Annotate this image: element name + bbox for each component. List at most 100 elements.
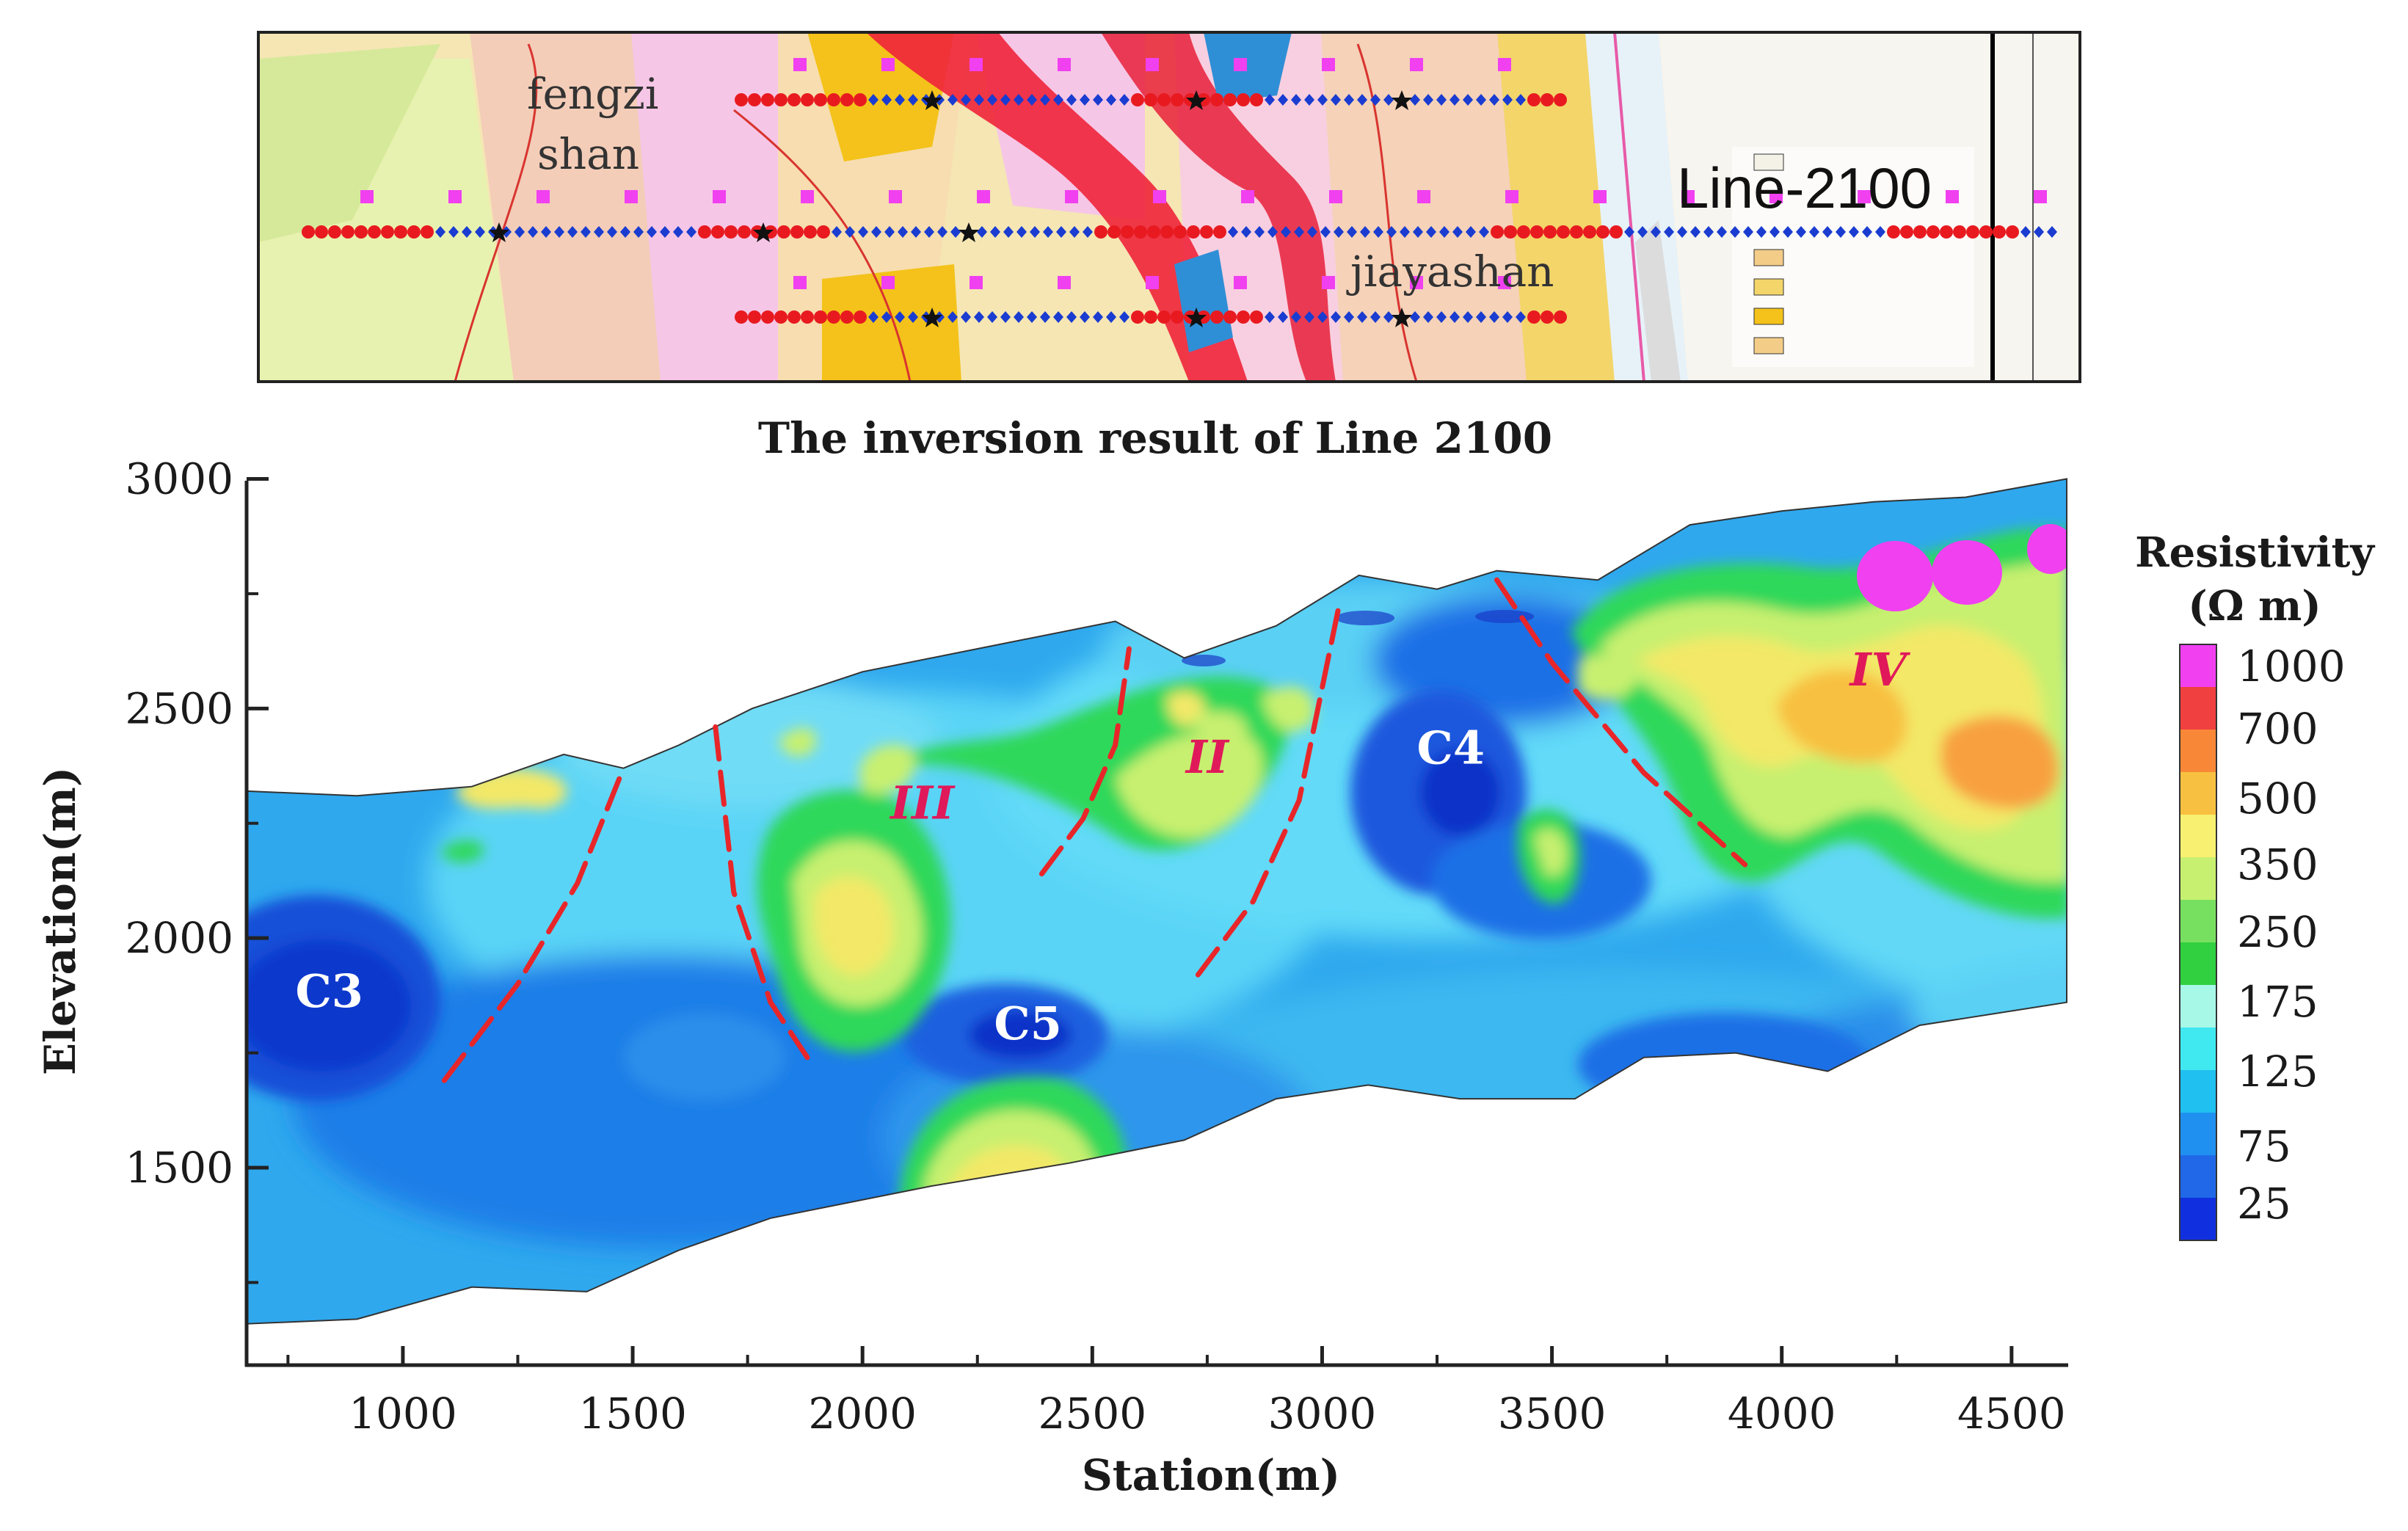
survey-point-red — [761, 310, 774, 324]
survey-point-blue — [1370, 311, 1381, 323]
survey-point-blue — [1516, 94, 1526, 106]
survey-marker-pink — [793, 58, 807, 71]
survey-point-blue — [594, 226, 604, 238]
survey-point-blue — [1014, 311, 1024, 323]
survey-point-blue — [1040, 311, 1050, 323]
survey-point-blue — [1307, 226, 1317, 238]
survey-marker-pink — [1234, 276, 1247, 289]
survey-point-blue — [1466, 226, 1476, 238]
survey-marker-pink — [793, 276, 807, 289]
survey-point-blue — [961, 94, 971, 106]
survey-point-blue — [1291, 311, 1301, 323]
colorbar-unit: (Ω m) — [2188, 582, 2321, 630]
survey-point-blue — [1000, 94, 1011, 106]
survey-point-blue — [858, 226, 868, 238]
survey-point-red — [1554, 93, 1567, 106]
survey-point-red — [1596, 225, 1609, 239]
x-tick-label: 2000 — [808, 1389, 917, 1439]
survey-point-red — [854, 310, 867, 324]
survey-marker-pink — [1322, 276, 1335, 289]
survey-point-blue — [1756, 226, 1767, 238]
survey-marker-pink — [881, 58, 895, 71]
survey-point-blue — [1651, 226, 1661, 238]
survey-point-blue — [1093, 311, 1103, 323]
survey-marker-star — [753, 222, 774, 242]
survey-marker-pink — [1058, 58, 1071, 71]
survey-point-red — [748, 310, 761, 324]
colorbar-swatch — [2180, 1028, 2216, 1071]
survey-point-red — [814, 310, 827, 324]
survey-point-red — [1223, 310, 1237, 324]
survey-marker-pink — [1329, 190, 1342, 203]
section-outline — [246, 478, 2067, 1325]
survey-point-blue — [1317, 94, 1328, 106]
anomaly-label-c3: C3 — [295, 964, 363, 1018]
survey-point-blue — [1822, 226, 1833, 238]
survey-point-red — [1583, 225, 1596, 239]
survey-point-blue — [2020, 226, 2031, 238]
survey-point-blue — [673, 226, 683, 238]
survey-point-red — [394, 225, 407, 239]
survey-marker-star — [922, 308, 942, 327]
survey-point-red — [1174, 225, 1187, 239]
survey-point-blue — [908, 311, 918, 323]
survey-point-blue — [1357, 311, 1367, 323]
survey-point-red — [1541, 310, 1554, 324]
survey-point-blue — [1436, 94, 1447, 106]
colorbar-swatch — [2180, 942, 2216, 986]
survey-point-blue — [1106, 94, 1116, 106]
survey-point-red — [1213, 225, 1226, 239]
survey-point-blue — [898, 226, 908, 238]
survey-marker-pink — [1146, 276, 1159, 289]
survey-marker-star — [489, 222, 509, 242]
survey-point-red — [1900, 225, 1913, 239]
survey-marker-pink — [1498, 58, 1511, 71]
survey-point-blue — [1016, 226, 1027, 238]
survey-point-red — [787, 310, 801, 324]
survey-point-blue — [1439, 226, 1449, 238]
survey-point-blue — [2047, 226, 2057, 238]
y-tick-label: 1500 — [125, 1143, 233, 1193]
survey-point-blue — [1436, 311, 1447, 323]
survey-marker-pink — [1065, 190, 1078, 203]
survey-point-red — [1557, 225, 1570, 239]
x-tick-label: 3500 — [1498, 1389, 1607, 1439]
survey-point-blue — [435, 226, 445, 238]
survey-point-blue — [514, 226, 525, 238]
survey-point-blue — [1066, 94, 1077, 106]
survey-point-red — [354, 225, 368, 239]
survey-marker-pink — [625, 190, 638, 203]
survey-point-red — [1223, 93, 1237, 106]
survey-point-blue — [924, 226, 934, 238]
geologic-map-image — [258, 32, 2080, 382]
survey-point-blue — [1479, 226, 1489, 238]
survey-point-red — [421, 225, 434, 239]
survey-point-blue — [1083, 226, 1093, 238]
survey-point-blue — [1862, 226, 1872, 238]
survey-point-blue — [1278, 94, 1288, 106]
survey-point-blue — [2034, 226, 2044, 238]
survey-point-red — [787, 93, 801, 106]
colorbar-label: 75 — [2237, 1121, 2291, 1171]
survey-point-blue — [1703, 226, 1714, 238]
survey-point-blue — [620, 226, 630, 238]
survey-point-blue — [1066, 311, 1077, 323]
survey-point-blue — [1040, 94, 1050, 106]
survey-point-blue — [1875, 226, 1885, 238]
x-tick-label: 2500 — [1039, 1389, 1147, 1439]
survey-point-red — [1237, 310, 1250, 324]
survey-point-red — [1134, 225, 1147, 239]
survey-point-blue — [1357, 94, 1367, 106]
survey-point-red — [748, 93, 761, 106]
survey-marker-pink — [970, 276, 983, 289]
survey-point-blue — [1463, 311, 1473, 323]
colorbar-label: 175 — [2237, 977, 2318, 1027]
survey-point-blue — [1053, 311, 1063, 323]
colorbar-swatch — [2180, 1198, 2216, 1241]
survey-marker-star — [922, 90, 942, 110]
survey-marker-pink — [448, 190, 462, 203]
survey-marker-pink — [1410, 58, 1423, 71]
survey-point-blue — [950, 226, 961, 238]
anomaly-label-ii: II — [1185, 730, 1230, 784]
